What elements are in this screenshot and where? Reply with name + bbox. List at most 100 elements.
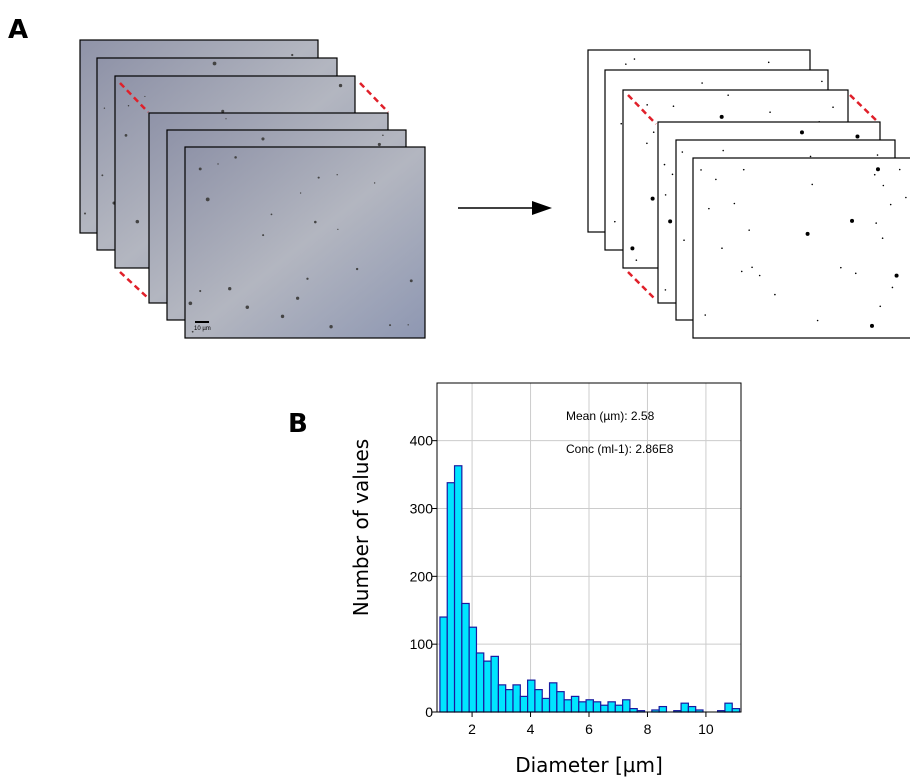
particle	[715, 178, 717, 181]
y-tick-label: 0	[425, 704, 433, 720]
x-tick-label: 6	[585, 721, 593, 737]
micrograph-stack	[79, 39, 426, 339]
particle	[382, 134, 384, 137]
bar	[468, 626, 478, 713]
particle	[84, 212, 87, 215]
particle	[683, 239, 685, 241]
bar	[527, 679, 536, 713]
scale-bar-label: 10 µm	[194, 326, 211, 332]
particle	[355, 267, 359, 271]
particle	[727, 94, 729, 96]
particle	[854, 272, 857, 275]
bar	[563, 699, 573, 713]
annotation: Mean (µm): 2.58	[566, 409, 655, 423]
particle	[769, 111, 771, 113]
bar	[439, 616, 448, 713]
particle	[894, 273, 899, 278]
particle	[664, 194, 667, 196]
y-axis-label: Number of values	[349, 439, 373, 616]
x-tick-label: 4	[527, 721, 535, 737]
bar	[585, 699, 594, 713]
bar	[483, 660, 492, 713]
particle	[280, 314, 285, 319]
bar	[556, 691, 565, 713]
bar	[548, 682, 558, 713]
particle	[127, 105, 130, 107]
particle	[317, 176, 320, 179]
particle	[652, 131, 655, 134]
particle	[875, 222, 877, 224]
particle	[876, 154, 879, 156]
particle	[748, 229, 750, 231]
particle	[389, 324, 392, 327]
particle	[646, 104, 648, 106]
particle	[314, 220, 317, 224]
particle	[633, 58, 636, 60]
panel-label: A	[8, 15, 28, 45]
bar	[490, 655, 499, 713]
particle	[882, 184, 885, 187]
particle	[869, 323, 874, 328]
particle	[811, 183, 814, 186]
bar	[461, 602, 470, 713]
particle	[650, 196, 655, 201]
particle	[199, 289, 202, 293]
particle	[668, 219, 673, 224]
particle	[840, 266, 842, 269]
particle	[124, 134, 128, 137]
bar	[446, 482, 456, 713]
bar	[534, 689, 543, 713]
particle	[338, 83, 343, 88]
particle	[821, 80, 823, 83]
particle	[299, 192, 302, 194]
particle	[879, 305, 882, 308]
particle	[646, 142, 648, 145]
binary-stack	[587, 49, 910, 339]
panel-label: B	[288, 409, 308, 439]
particle	[409, 279, 413, 283]
particle	[306, 277, 309, 280]
particle	[700, 169, 702, 171]
particle	[719, 114, 724, 119]
particle	[205, 197, 210, 202]
bar	[724, 702, 733, 713]
particle	[809, 155, 812, 158]
bar	[475, 652, 485, 713]
x-axis-label: Diameter [µm]	[515, 753, 663, 777]
particle	[296, 296, 300, 300]
bar	[592, 701, 602, 713]
bar	[614, 704, 624, 713]
y-tick-label: 300	[410, 500, 434, 516]
particle	[221, 109, 225, 113]
particle	[407, 324, 409, 326]
particle	[855, 134, 860, 139]
particle	[191, 330, 194, 333]
particle	[799, 130, 804, 135]
y-tick-label: 100	[410, 636, 434, 652]
particle	[329, 325, 333, 329]
bar	[731, 708, 741, 713]
particle	[103, 107, 106, 109]
particle	[740, 270, 743, 273]
particle	[188, 301, 193, 306]
particle	[701, 82, 703, 84]
particle	[681, 151, 684, 153]
particle	[708, 207, 710, 210]
particle	[620, 122, 623, 125]
particle	[377, 142, 381, 147]
annotation: Conc (ml-1): 2.86E8	[566, 442, 674, 456]
particle	[889, 203, 892, 206]
continuation-marks	[119, 82, 879, 301]
particle	[873, 173, 876, 176]
bar	[680, 702, 689, 713]
particle	[337, 228, 339, 231]
particle	[234, 156, 237, 159]
particle	[228, 287, 232, 291]
particle	[212, 61, 217, 66]
bar	[541, 697, 551, 713]
bar	[629, 708, 638, 713]
particle	[898, 168, 901, 171]
micrograph	[184, 146, 426, 339]
particle	[663, 163, 666, 166]
